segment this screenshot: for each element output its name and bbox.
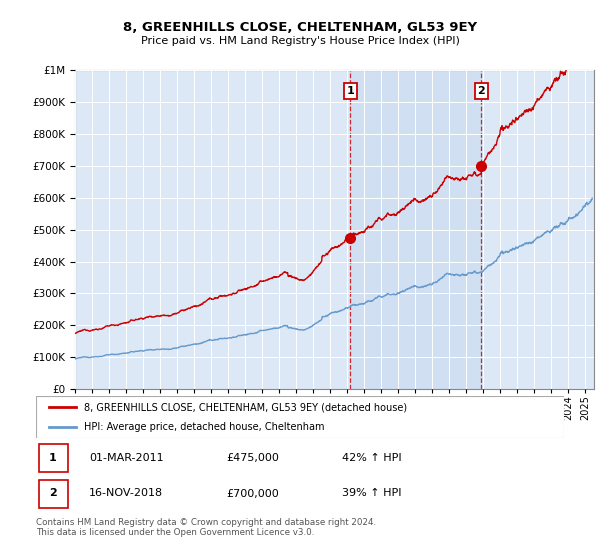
FancyBboxPatch shape (38, 444, 68, 472)
Text: 1: 1 (346, 86, 354, 96)
Text: £475,000: £475,000 (226, 453, 279, 463)
Text: 2: 2 (49, 488, 57, 498)
Text: 2: 2 (478, 86, 485, 96)
Bar (350, 70, 481, 389)
Text: 42% ↑ HPI: 42% ↑ HPI (342, 453, 402, 463)
Text: 16-NOV-2018: 16-NOV-2018 (89, 488, 163, 498)
Text: 01-MAR-2011: 01-MAR-2011 (89, 453, 163, 463)
Text: 39% ↑ HPI: 39% ↑ HPI (342, 488, 402, 498)
Text: Contains HM Land Registry data © Crown copyright and database right 2024.
This d: Contains HM Land Registry data © Crown c… (36, 518, 376, 538)
FancyBboxPatch shape (38, 479, 68, 507)
Text: £700,000: £700,000 (226, 488, 279, 498)
Text: HPI: Average price, detached house, Cheltenham: HPI: Average price, detached house, Chel… (83, 422, 324, 432)
FancyBboxPatch shape (36, 396, 564, 438)
Text: 1: 1 (49, 453, 57, 463)
Text: 8, GREENHILLS CLOSE, CHELTENHAM, GL53 9EY: 8, GREENHILLS CLOSE, CHELTENHAM, GL53 9E… (123, 21, 477, 34)
Text: Price paid vs. HM Land Registry's House Price Index (HPI): Price paid vs. HM Land Registry's House … (140, 36, 460, 46)
Text: 8, GREENHILLS CLOSE, CHELTENHAM, GL53 9EY (detached house): 8, GREENHILLS CLOSE, CHELTENHAM, GL53 9E… (83, 402, 407, 412)
